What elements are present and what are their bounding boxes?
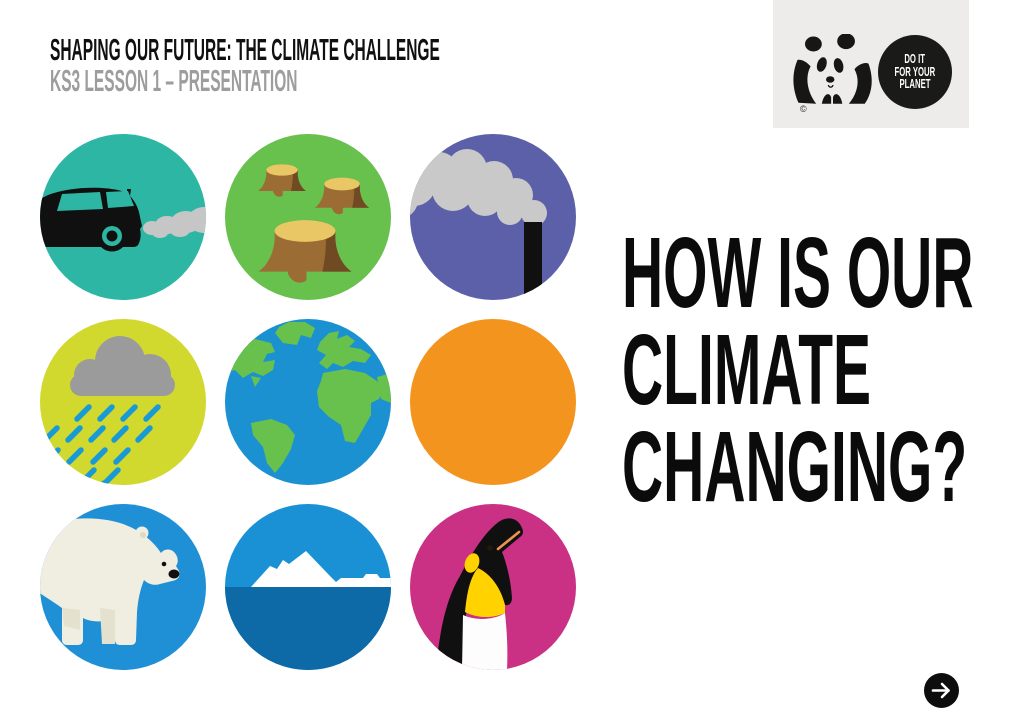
badge-line-2: FOR YOUR: [894, 64, 936, 79]
badge-line-1: DO IT: [904, 52, 926, 67]
wwf-brand-box: © DO IT FOR YOUR PLANET: [773, 0, 969, 128]
penguin-icon: [410, 504, 576, 670]
tree-stumps-icon: [225, 134, 391, 300]
bear-nose: [168, 569, 180, 579]
wwf-panda-logo: [793, 34, 872, 104]
do-it-for-your-planet-badge: DO IT FOR YOUR PLANET: [878, 35, 952, 109]
car-exhaust-icon: [40, 134, 206, 300]
penguin-head-back: [436, 518, 524, 670]
badge-line-3: PLANET: [899, 77, 931, 92]
car-wheel-hub: [106, 230, 118, 242]
lesson-title: SHAPING OUR FUTURE: THE CLIMATE CHALLENG…: [50, 32, 440, 67]
iceberg-icon: [225, 504, 391, 670]
penguin-ear-patch: [464, 553, 480, 573]
rain-cloud-icon: [40, 319, 206, 485]
chimney: [524, 222, 542, 300]
polar-bear-icon: [40, 504, 206, 670]
penguin-chest-yellow: [465, 568, 505, 618]
title-line-3: CHANGING?: [622, 411, 968, 523]
penguin-beak-stripe: [496, 530, 521, 551]
sea: [225, 587, 391, 670]
factory-smoke-icon: [410, 134, 576, 300]
lesson-subtitle: KS3 LESSON 1 – PRESENTATION: [50, 63, 298, 98]
bear-inner-ear: [140, 532, 146, 538]
circle-bg-orange: [410, 319, 576, 485]
car-window-rear: [106, 191, 134, 208]
earth-icon: [225, 319, 391, 485]
iceberg: [251, 551, 391, 587]
cloud: [70, 336, 175, 396]
sun-icon: [410, 319, 576, 485]
penguin-eye: [487, 545, 493, 551]
copyright-symbol: ©: [800, 104, 807, 114]
bear-eye: [161, 561, 167, 567]
icon-grid: [40, 134, 576, 670]
next-button[interactable]: [924, 673, 959, 708]
title-line-2: CLIMATE: [622, 314, 872, 426]
car-window-front: [57, 192, 103, 211]
exhaust-smoke: [143, 207, 206, 238]
penguin-chest-white: [462, 613, 508, 670]
chimney-smoke: [410, 149, 547, 226]
circle-bg-green: [225, 134, 391, 300]
slide-title: HOW IS OUR CLIMATE CHANGING?: [622, 217, 1020, 523]
bear-hind-leg-shade: [62, 608, 80, 630]
bear-far-leg-shade: [100, 608, 115, 644]
arrow-right-icon: [931, 682, 950, 699]
header: SHAPING OUR FUTURE: THE CLIMATE CHALLENG…: [50, 34, 830, 96]
title-line-1: HOW IS OUR: [622, 217, 974, 329]
